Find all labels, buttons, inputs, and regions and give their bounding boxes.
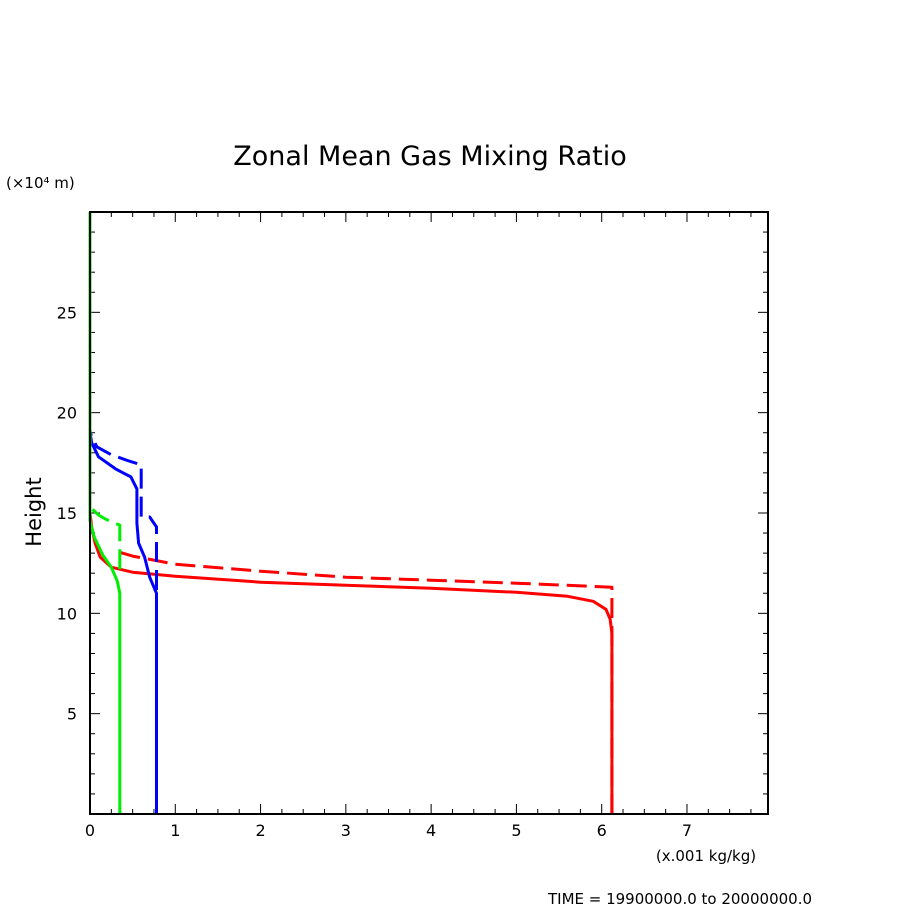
series-line [88, 505, 122, 570]
series-group [88, 212, 614, 814]
x-unit-label: (x.001 kg/kg) [656, 847, 756, 865]
series-line [115, 549, 614, 814]
x-tick-label: 3 [341, 821, 351, 840]
chart-title: Zonal Mean Gas Mixing Ratio [233, 141, 626, 172]
x-tick-label: 6 [597, 821, 607, 840]
x-tick-label: 5 [511, 821, 521, 840]
y-unit-label: (×10⁴ m) [6, 174, 75, 192]
y-tick-label: 25 [57, 303, 77, 322]
y-axis-label: Height [22, 477, 46, 546]
time-range-footer: TIME = 19900000.0 to 20000000.0 [547, 890, 812, 904]
y-ticks: 5 10 15 20 25 [57, 231, 768, 795]
y-tick-label: 5 [67, 705, 77, 724]
x-tick-label: 4 [426, 821, 436, 840]
x-tick-label: 7 [682, 821, 692, 840]
y-tick-label: 15 [57, 504, 77, 523]
series-line [88, 432, 158, 814]
series-line [88, 512, 614, 814]
x-tick-label: 0 [85, 821, 95, 840]
x-tick-label: 2 [255, 821, 265, 840]
series-line [88, 430, 158, 814]
x-tick-label: 1 [170, 821, 180, 840]
x-ticks: 0 1 2 3 4 5 6 7 [85, 212, 752, 840]
plot-frame [89, 211, 769, 815]
y-tick-label: 10 [57, 604, 77, 623]
y-tick-label: 20 [57, 404, 77, 423]
